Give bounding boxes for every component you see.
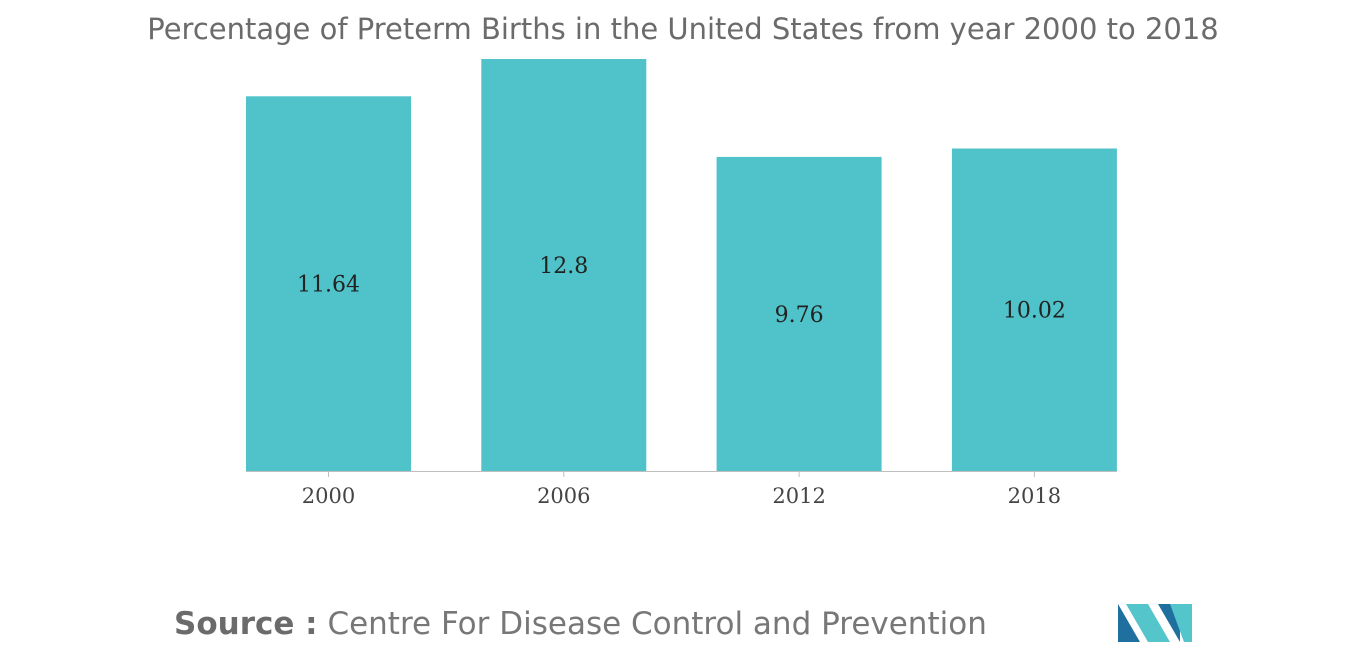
x-tick-label-2012: 2012	[772, 484, 825, 508]
bar-2006	[481, 59, 647, 471]
bar-2012	[716, 156, 882, 471]
x-tick-label-2006: 2006	[537, 484, 590, 508]
source-note: Source : Centre For Disease Control and …	[174, 606, 987, 642]
bars-layer: 11.64 12.8 9.76 10.02	[246, 59, 1117, 472]
bar-chart: 11.64 12.8 9.76 10.02 2000 2006 2012 2018	[246, 59, 1117, 508]
x-tick-label-2000: 2000	[302, 484, 355, 508]
data-label-2006: 12.8	[539, 254, 588, 279]
ticks-layer: 2000 2006 2012 2018	[302, 471, 1061, 508]
data-label-2012: 9.76	[775, 303, 824, 328]
x-tick-label-2018: 2018	[1008, 484, 1061, 508]
source-label: Source :	[174, 606, 318, 642]
source-value: Centre For Disease Control and Preventio…	[327, 606, 987, 642]
data-label-2018: 10.02	[1003, 299, 1066, 324]
bar-2000	[246, 96, 411, 472]
company-logo-icon	[1118, 604, 1192, 642]
bar-2018	[951, 148, 1117, 471]
chart-title: Percentage of Preterm Births in the Unit…	[147, 12, 1219, 46]
data-label-2000: 11.64	[297, 273, 360, 298]
